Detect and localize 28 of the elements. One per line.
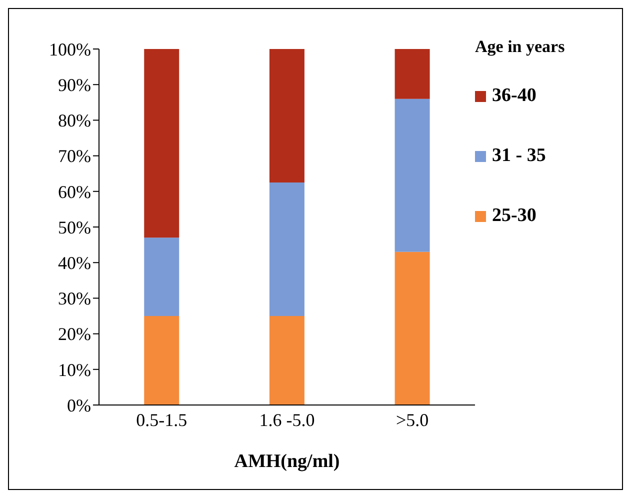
bar [269, 316, 304, 405]
bar [269, 182, 304, 316]
legend-label: 36-40 [491, 85, 538, 107]
y-tick-label: 10% [58, 360, 91, 380]
bar [144, 316, 180, 405]
y-tick-label: 40% [58, 252, 91, 273]
bar [144, 238, 180, 316]
y-tick-label: 80% [58, 110, 91, 131]
bar [394, 252, 430, 405]
x-tick-label: 1.6 -5.0 [259, 410, 315, 430]
legend-title: Age in years [475, 37, 566, 57]
y-tick-label: 0% [67, 395, 91, 416]
y-tick-label: 50% [58, 217, 91, 238]
bar [394, 49, 430, 99]
x-tick-label: 0.5-1.5 [136, 410, 188, 430]
y-tick-label: 100% [49, 39, 91, 60]
y-tick-label: 30% [58, 288, 91, 309]
x-tick-label: >5.0 [396, 410, 429, 430]
y-tick-label: 70% [58, 146, 91, 166]
y-tick-label: 60% [58, 182, 91, 202]
bar [144, 49, 180, 238]
y-tick-label: 90% [58, 74, 91, 95]
bar [394, 98, 430, 252]
bar [269, 49, 304, 182]
legend-label: 31 - 35 [491, 145, 547, 167]
y-tick-label: 20% [58, 324, 91, 344]
x-axis-title: AMH(ng/ml) [234, 451, 340, 472]
legend-label: 25-30 [491, 205, 538, 227]
